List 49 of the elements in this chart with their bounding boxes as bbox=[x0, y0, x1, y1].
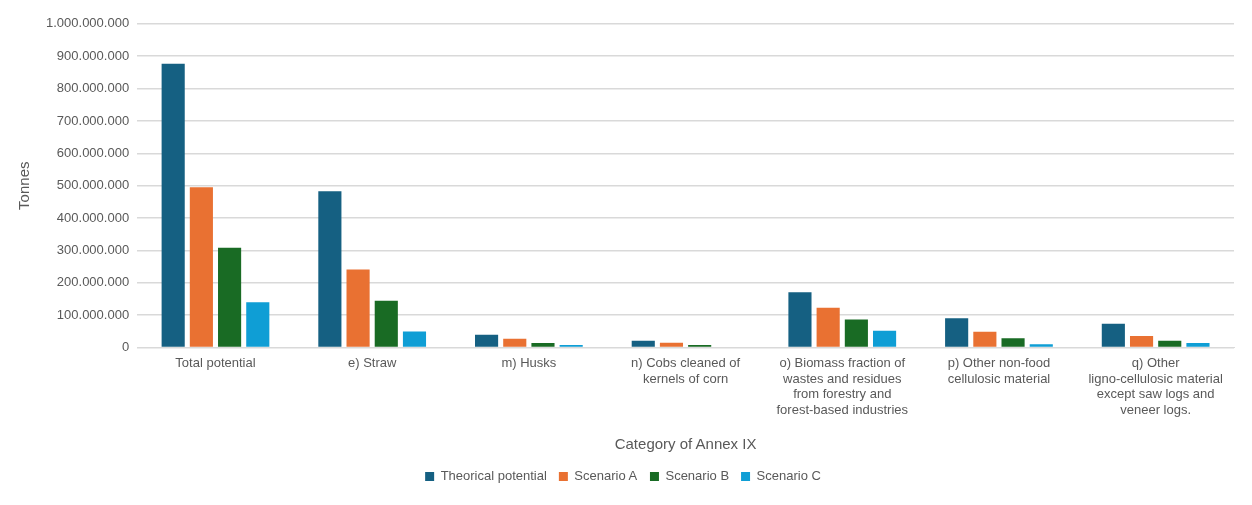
x-tick-label: o) Biomass fraction of wastes and residues from forestry and forest-based industries bbox=[776, 354, 909, 417]
bar bbox=[631, 340, 655, 347]
y-tick-label: 300.000.000 bbox=[56, 242, 130, 258]
bar bbox=[1186, 343, 1210, 347]
legend-label: Scenario C bbox=[756, 468, 821, 484]
y-tick-label: 600.000.000 bbox=[56, 144, 130, 160]
bar bbox=[816, 307, 840, 347]
y-tick-label: 1.000.000.000 bbox=[45, 15, 130, 31]
bar bbox=[659, 342, 684, 347]
bar bbox=[1129, 335, 1154, 347]
x-tick-label: q) Other ligno-cellulosic material except saw logs and veneer logs. bbox=[1088, 354, 1223, 417]
y-tick-label: 900.000.000 bbox=[56, 47, 130, 63]
y-tick-label: 0 bbox=[121, 339, 130, 355]
bar bbox=[788, 292, 812, 347]
y-tick-label: 800.000.000 bbox=[56, 80, 130, 96]
bar bbox=[945, 318, 969, 347]
y-tick-label: 500.000.000 bbox=[56, 177, 130, 193]
bar bbox=[844, 319, 868, 347]
legend-label: Scenario A bbox=[574, 468, 638, 484]
bar bbox=[402, 331, 427, 347]
y-tick-label: 200.000.000 bbox=[56, 274, 130, 290]
x-tick-label: m) Husks bbox=[501, 354, 557, 370]
x-tick-label: n) Cobs cleaned of kernels of corn bbox=[631, 354, 741, 386]
x-axis-title: Category of Annex IX bbox=[614, 435, 757, 453]
legend-label: Theorical potential bbox=[440, 468, 547, 484]
y-tick-label: 100.000.000 bbox=[56, 306, 130, 322]
y-tick-label: 400.000.000 bbox=[56, 209, 130, 225]
bar bbox=[218, 247, 242, 347]
bar bbox=[503, 338, 527, 347]
legend-label: Scenario B bbox=[665, 468, 730, 484]
x-tick-label: p) Other non-food cellulosic material bbox=[947, 354, 1051, 386]
y-tick-label: 700.000.000 bbox=[56, 112, 130, 128]
bar bbox=[1001, 338, 1025, 347]
bar bbox=[161, 63, 185, 347]
x-tick-label: e) Straw bbox=[347, 354, 397, 370]
bar bbox=[475, 334, 499, 347]
bar bbox=[1158, 340, 1182, 347]
bar bbox=[531, 343, 555, 347]
bar bbox=[873, 330, 897, 347]
y-axis-title: Tonnes bbox=[15, 161, 33, 210]
bar bbox=[1029, 344, 1053, 347]
x-tick-label: Total potential bbox=[175, 354, 256, 370]
bar bbox=[346, 269, 370, 347]
bar bbox=[1101, 323, 1125, 347]
bar bbox=[189, 187, 213, 347]
bar bbox=[246, 302, 270, 347]
bar bbox=[374, 300, 398, 347]
bar bbox=[318, 191, 342, 347]
bar bbox=[973, 331, 997, 347]
